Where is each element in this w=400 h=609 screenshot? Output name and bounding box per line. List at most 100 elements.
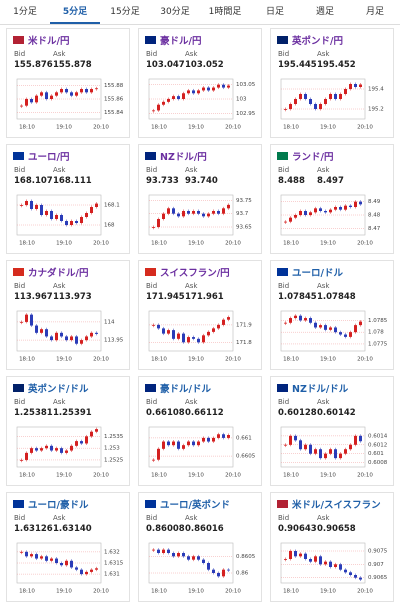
candle <box>45 445 48 449</box>
candle <box>304 553 307 559</box>
candle <box>334 327 337 333</box>
rate-card[interactable]: 豪ドル/ドル Bid Ask 0.66108 0.66112 0.661 0.6605 18:… <box>138 376 262 486</box>
bid-value: 1.07845 <box>278 292 317 302</box>
rate-card[interactable]: スイスフラン/円 Bid Ask 171.945 171.961 171.9 171.8 18… <box>138 260 262 370</box>
candle <box>314 556 317 562</box>
candle <box>75 92 78 96</box>
candle <box>319 556 322 565</box>
candle <box>314 322 317 328</box>
y-tick-label: 93.75 <box>236 198 252 204</box>
mini-chart: 195.4 195.2 18:10 19:10 20:10 <box>280 78 384 131</box>
mini-chart: 0.661 0.6605 18:10 19:10 20:10 <box>148 426 256 479</box>
rate-card[interactable]: 米ドル/スイスフラン Bid Ask 0.90643 0.90658 0.9075 0.90… <box>270 492 394 602</box>
y-tick-label: 102.95 <box>236 111 256 117</box>
candle <box>90 332 93 337</box>
candle <box>217 573 220 577</box>
bid-value: 195.445 <box>278 60 317 70</box>
candle <box>55 215 58 219</box>
candle <box>339 453 342 459</box>
flag <box>277 384 288 392</box>
candle <box>289 551 292 559</box>
rate-card[interactable]: ユーロ/円 Bid Ask 168.107 168.111 168.1 168 18:10 19… <box>6 144 130 254</box>
candle <box>329 94 332 99</box>
candle <box>309 212 312 215</box>
rate-card[interactable]: 豪ドル/円 Bid Ask 103.047 103.052 103.05 103 102.95… <box>138 28 262 138</box>
rate-card[interactable]: 米ドル/円 Bid Ask 155.876 155.878 155.88 155.86 155… <box>6 28 130 138</box>
x-tick-label: 19:10 <box>188 241 204 247</box>
pair-name: 英ポンド/円 <box>292 36 343 47</box>
candle <box>329 327 332 330</box>
candle <box>207 331 210 336</box>
bid-value: 93.733 <box>146 176 179 186</box>
rate-card[interactable]: NZドル/ドル Bid Ask 0.60128 0.60142 0.6014 0.6012 0… <box>270 376 394 486</box>
tab[interactable]: 15分足 <box>110 7 140 17</box>
candle <box>152 459 155 461</box>
rate-card[interactable]: カナダドル/円 Bid Ask 113.967 113.973 114 113.95 18:1… <box>6 260 130 370</box>
pair-name: 英ポンド/ドル <box>28 384 89 395</box>
candle <box>60 215 63 221</box>
x-tick-label: 20:10 <box>225 241 241 247</box>
candle <box>30 554 33 557</box>
rate-card[interactable]: NZドル/円 Bid Ask 93.733 93.740 93.75 93.7 93.65 18… <box>138 144 262 254</box>
candle <box>55 332 58 341</box>
x-tick-label: 19:10 <box>56 357 72 363</box>
candle <box>152 324 155 326</box>
candle <box>182 445 185 449</box>
bid-label: Bid <box>14 398 26 406</box>
candle <box>289 435 292 445</box>
tab[interactable]: 月足 <box>365 7 384 17</box>
ask-label: Ask <box>317 514 330 522</box>
ask-value: 0.60142 <box>317 408 356 418</box>
bid-value: 0.66108 <box>146 408 185 418</box>
candle <box>65 450 68 453</box>
candle <box>167 99 170 102</box>
rate-card[interactable]: 英ポンド/ドル Bid Ask 1.25381 1.25391 1.2535 1.253 1.… <box>6 376 130 486</box>
tab[interactable]: 週足 <box>315 7 334 17</box>
candle <box>222 434 225 438</box>
x-tick-label: 19:10 <box>56 125 72 131</box>
candle <box>162 549 165 553</box>
candle <box>162 441 165 449</box>
candle <box>45 92 48 99</box>
y-tick-label: 195.4 <box>368 87 384 93</box>
tab[interactable]: 30分足 <box>160 7 190 17</box>
y-tick-label: 1.6315 <box>104 561 124 567</box>
candle <box>85 571 88 575</box>
candle <box>192 556 195 560</box>
tab[interactable]: 5分足 <box>50 0 100 24</box>
pair-name: 米ドル/スイスフラン <box>292 500 381 511</box>
x-tick-label: 19:10 <box>188 125 204 131</box>
rate-card[interactable]: ユーロ/英ポンド Bid Ask 0.86008 0.86016 0.8605 0.86 18… <box>138 492 262 602</box>
flag <box>277 500 288 508</box>
rate-card[interactable]: ユーロ/ドル Bid Ask 1.07845 1.07848 1.0785 1.078 1.0… <box>270 260 394 370</box>
plot-frame <box>16 194 102 236</box>
x-tick-label: 20:10 <box>225 473 241 479</box>
y-tick-label: 171.8 <box>236 340 252 346</box>
ask-value: 1.07848 <box>317 292 356 302</box>
flag <box>13 36 24 44</box>
candle <box>20 321 23 323</box>
candle <box>45 329 48 337</box>
x-tick-label: 20:10 <box>93 589 109 595</box>
ask-label: Ask <box>53 50 66 58</box>
candle <box>177 333 180 339</box>
candle <box>314 449 317 454</box>
candle <box>284 444 287 446</box>
tab[interactable]: 日足 <box>265 7 284 17</box>
plot-frame <box>280 542 366 584</box>
rate-card[interactable]: 英ポンド/円 Bid Ask 195.445 195.452 195.4 195.2 18:1… <box>270 28 394 138</box>
tab[interactable]: 1時間足 <box>208 7 242 17</box>
candle <box>70 92 73 96</box>
rate-card[interactable]: ユーロ/豪ドル Bid Ask 1.63126 1.63140 1.632 1.6315 1.… <box>6 492 130 602</box>
x-tick-label: 20:10 <box>357 589 373 595</box>
ask-value: 0.66112 <box>185 408 224 418</box>
x-tick-label: 19:10 <box>56 589 72 595</box>
rate-card[interactable]: ランド/円 Bid Ask 8.488 8.497 8.49 8.48 8.47 18:10 19… <box>270 144 394 254</box>
candle <box>359 435 362 442</box>
pair-name: NZドル/円 <box>160 152 207 163</box>
x-tick-label: 20:10 <box>225 125 241 131</box>
candle <box>177 213 180 217</box>
tab[interactable]: 1分足 <box>13 7 37 17</box>
candle <box>334 94 337 99</box>
x-tick-label: 18:10 <box>19 589 35 595</box>
